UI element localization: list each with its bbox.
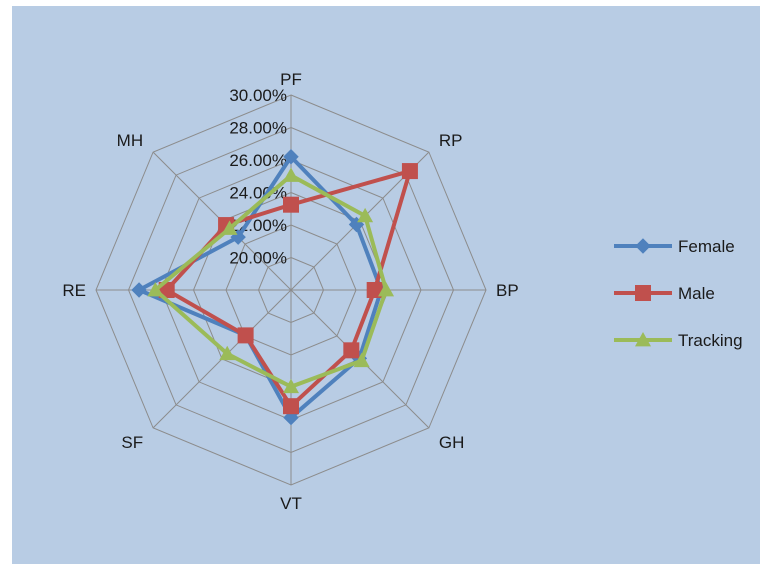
legend-item-male: Male <box>614 284 715 303</box>
category-label-re: RE <box>62 281 86 300</box>
tick-label: 28.00% <box>229 119 287 138</box>
legend-label-male: Male <box>678 284 715 303</box>
data-point-tracking <box>221 220 238 235</box>
legend-marker-tracking <box>635 332 651 347</box>
data-point-tracking <box>357 207 374 223</box>
chart-area: 20.00% 22.00% 24.00% 26.00% 28.00% 30.00% PF R… <box>12 6 760 564</box>
legend-item-female: Female <box>614 237 735 256</box>
category-label-pf: PF <box>280 70 302 89</box>
category-label-rp: RP <box>439 131 463 150</box>
data-point-male <box>283 398 299 415</box>
category-label-bp: BP <box>496 281 519 300</box>
data-point-tracking <box>219 345 236 361</box>
data-point-tracking <box>353 352 370 368</box>
data-point-male <box>401 163 418 180</box>
data-point-female <box>283 149 299 165</box>
series-layer <box>131 149 418 426</box>
legend-item-tracking: Tracking <box>614 331 743 350</box>
data-point-male <box>366 282 383 298</box>
category-label-sf: SF <box>121 433 143 452</box>
tick-label: 30.00% <box>229 86 287 105</box>
data-point-male <box>343 342 360 359</box>
data-point-female <box>131 282 147 298</box>
category-label-mh: MH <box>117 131 143 150</box>
series-tracking <box>147 167 395 394</box>
tick-label: 20.00% <box>229 249 287 268</box>
legend-marker-female <box>635 238 651 254</box>
category-label-gh: GH <box>439 433 465 452</box>
category-labels: PF RP BP GH VT SF RE MH <box>62 70 518 513</box>
legend-marker-male <box>635 285 651 301</box>
data-point-tracking <box>283 167 299 182</box>
legend-label-tracking: Tracking <box>678 331 743 350</box>
data-point-male <box>237 327 254 344</box>
legend-label-female: Female <box>678 237 735 256</box>
radar-chart: 20.00%22.00%24.00%26.00%28.00%30.00% PFR… <box>62 70 743 513</box>
category-label-vt: VT <box>280 494 302 513</box>
data-point-male <box>283 196 299 213</box>
tick-label: 26.00% <box>229 151 287 170</box>
legend: Female Male Tracking <box>614 237 743 350</box>
data-point-tracking <box>147 282 164 297</box>
data-point-tracking <box>283 378 299 394</box>
data-point-tracking <box>378 282 395 297</box>
